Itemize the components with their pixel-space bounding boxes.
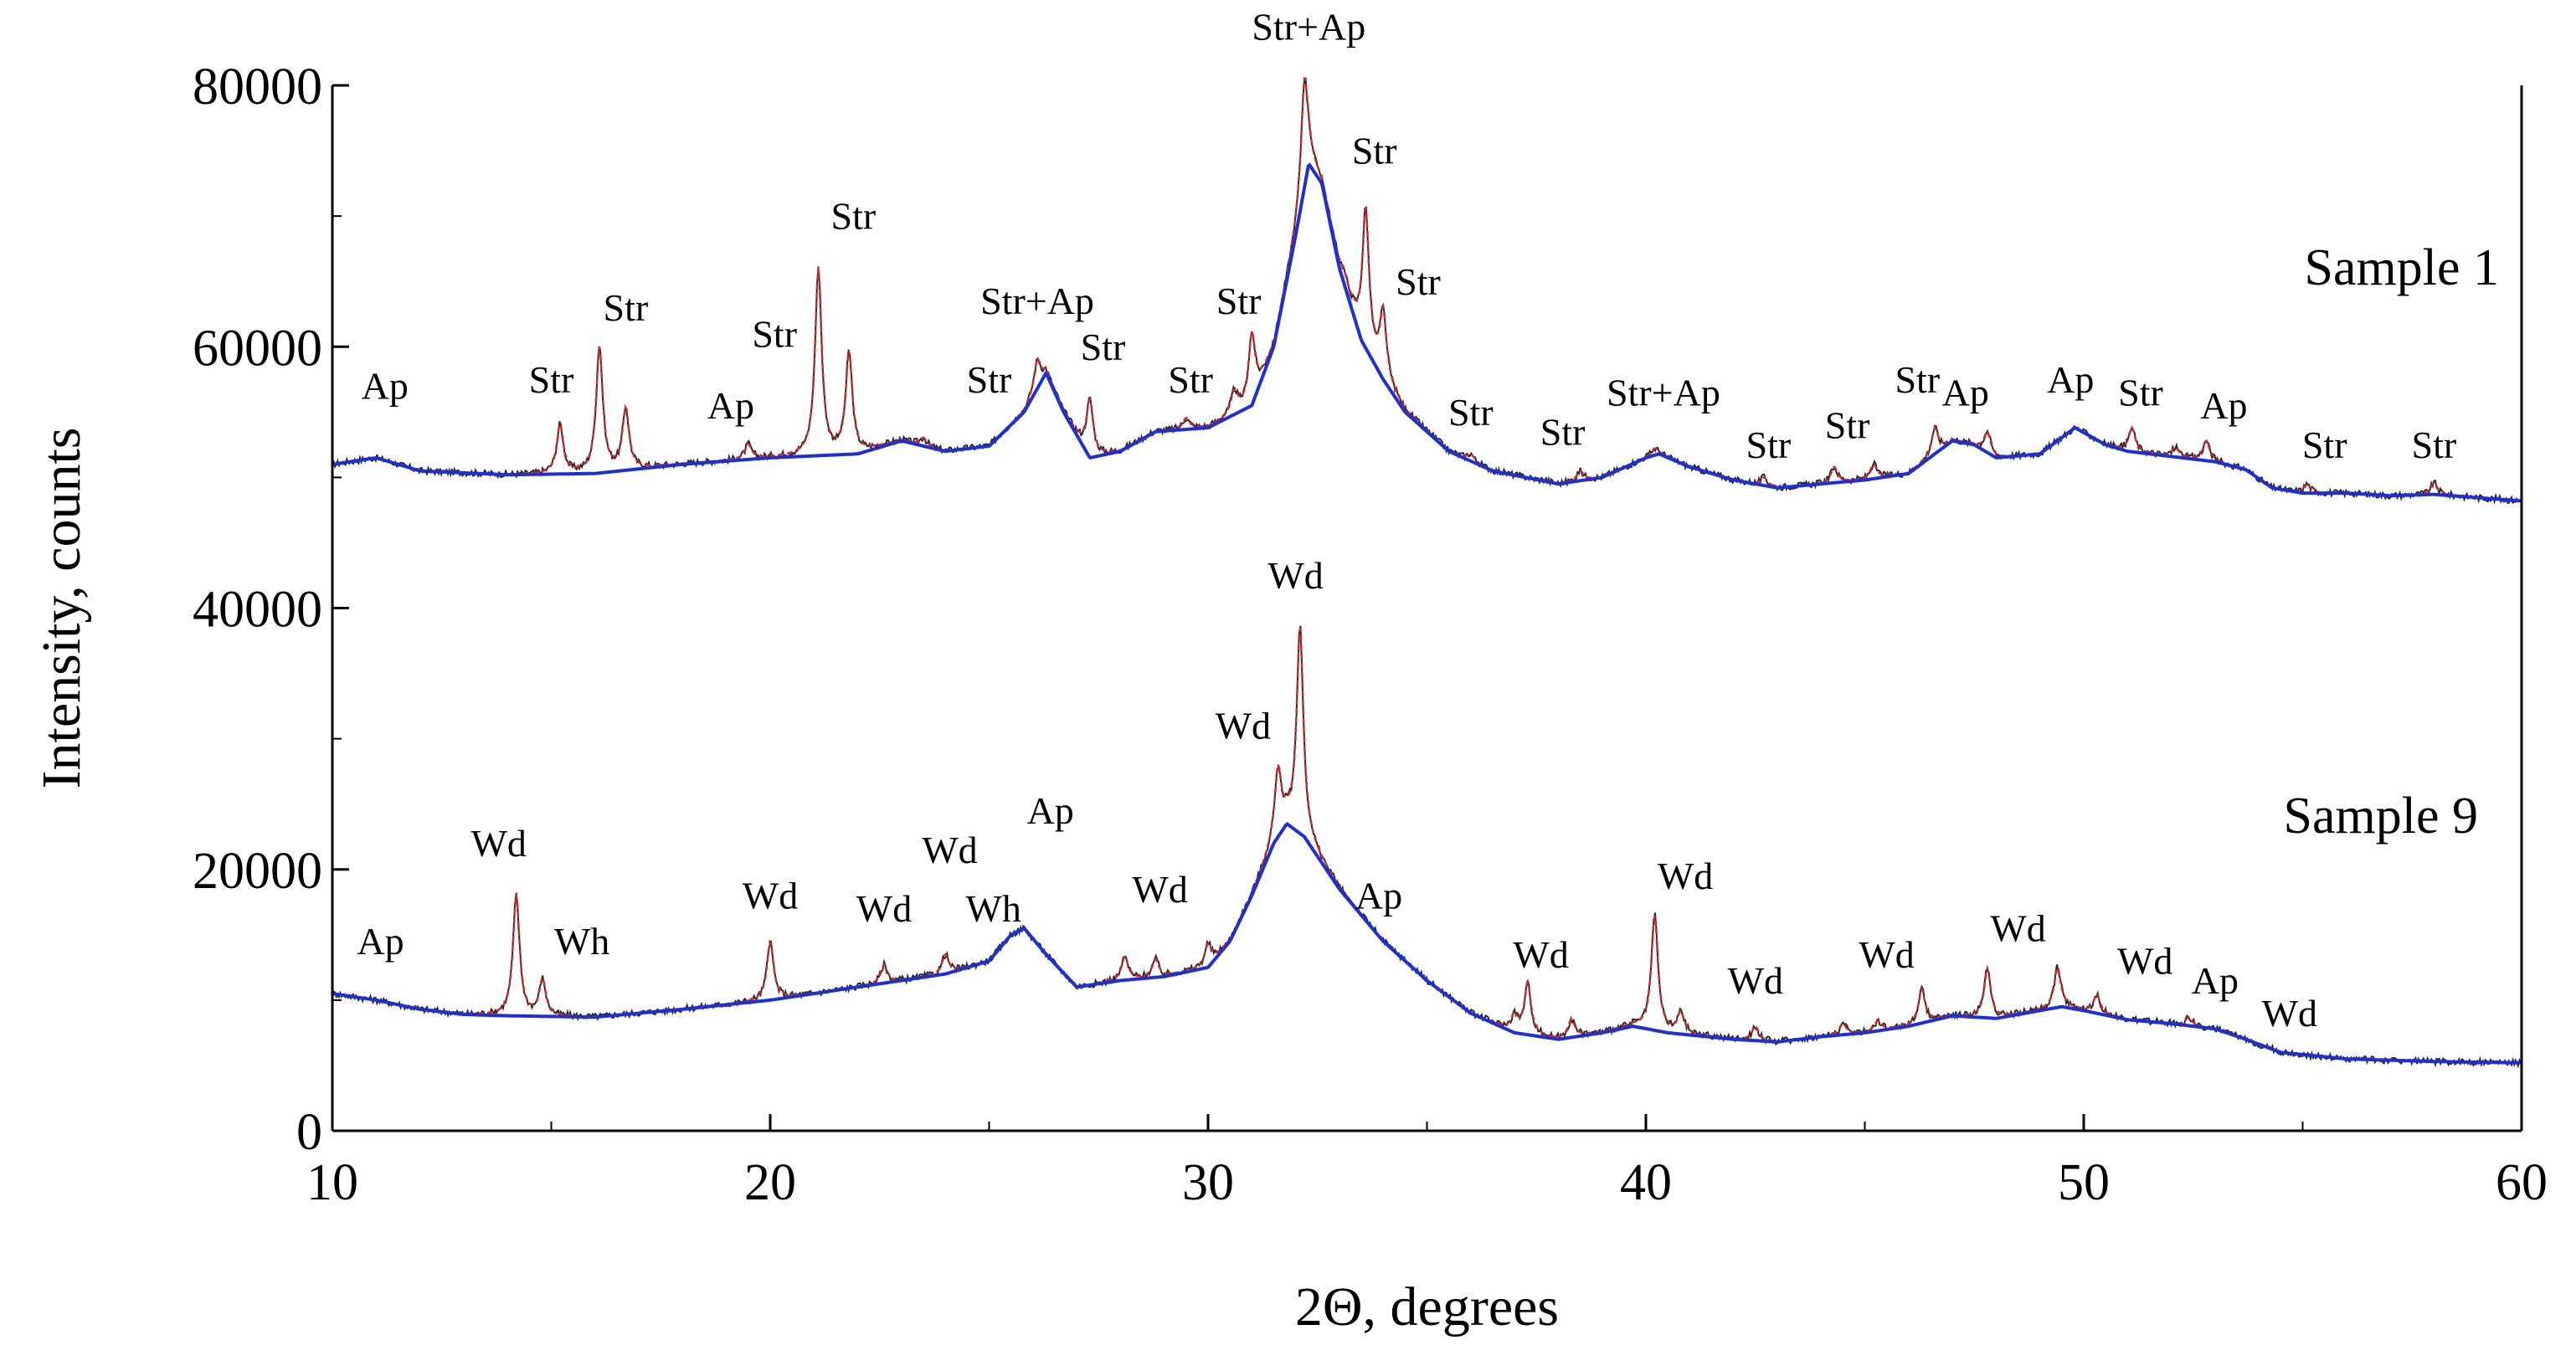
peak-labels: Ap StrStrApStrStrStr+ApStrStrStrStrStr+Ap… xyxy=(357,5,2456,1035)
peak-label: Wh xyxy=(554,920,609,963)
peak-label: Ap xyxy=(1942,372,1989,414)
peak-label: Str xyxy=(1825,404,1870,447)
sample-9-label: Sample 9 xyxy=(2284,788,2478,845)
y-tick-label: 80000 xyxy=(193,59,322,116)
peak-label: Str xyxy=(752,312,797,355)
x-axis-title: 2Θ, degrees xyxy=(1295,1276,1559,1338)
y-tick-label: 0 xyxy=(296,1104,322,1161)
background-curve-line xyxy=(332,821,2521,1065)
y-axis-title: Intensity, counts xyxy=(31,428,92,789)
peak-label: Str xyxy=(2118,372,2163,414)
peak-label: Str xyxy=(1081,326,1126,368)
peak-label: Wd xyxy=(743,875,798,917)
peak-label: Wd xyxy=(1658,855,1713,897)
peak-label: Ap xyxy=(2200,384,2247,427)
peak-label: Wd xyxy=(1990,907,2045,950)
peak-label: Ap xyxy=(357,920,404,963)
plot-area xyxy=(332,76,2522,1069)
x-tick-label: 30 xyxy=(1182,1154,1234,1211)
peak-label: Str xyxy=(604,286,649,329)
x-tick-label: 20 xyxy=(744,1154,796,1211)
x-tick-label: 40 xyxy=(1620,1154,1672,1211)
x-tick-label: 10 xyxy=(306,1154,358,1211)
peak-label: Str xyxy=(831,195,877,238)
x-tick-label: 60 xyxy=(2496,1154,2548,1211)
peak-label: Str xyxy=(529,358,574,401)
peak-label: Str xyxy=(1895,358,1940,401)
axes: 10 20 30 40 50 60 0 20000 40000 60000 80000 xyxy=(193,59,2548,1211)
peak-label: Wd xyxy=(470,822,526,865)
peak-label: Ap xyxy=(2047,358,2094,401)
peak-label: Wd xyxy=(1728,959,1783,1002)
peak-label: Wd xyxy=(2262,992,2317,1035)
peak-label: Wd xyxy=(922,829,977,871)
peak-label: Str+Ap xyxy=(1607,372,1720,414)
peak-label: Str xyxy=(1746,424,1792,466)
peak-label: Wd xyxy=(1216,705,1271,747)
peak-label: Wd xyxy=(856,887,912,930)
peak-label: Ap xyxy=(362,365,409,408)
peak-label: Str xyxy=(1540,410,1586,453)
y-tick-label: 20000 xyxy=(193,843,322,900)
peak-label: Str xyxy=(1168,358,1213,401)
y-tick-label: 60000 xyxy=(193,320,322,377)
peak-label: Wh xyxy=(965,887,1021,930)
x-tick-label: 50 xyxy=(2058,1154,2110,1211)
peak-label: Str+Ap xyxy=(1252,5,1365,48)
peak-label: Ap xyxy=(1027,789,1074,832)
peak-label: Str xyxy=(2302,424,2347,466)
peak-label: Ap xyxy=(2192,959,2239,1002)
peak-label: Wd xyxy=(2117,940,2172,983)
peak-label: Ap xyxy=(1355,875,1402,917)
peak-label: Wd xyxy=(1513,933,1568,976)
peak-label: Str xyxy=(1352,130,1397,172)
peak-label: Wd xyxy=(1267,554,1323,597)
peak-label: Wd xyxy=(1132,868,1187,911)
peak-label: Str+Ap xyxy=(980,280,1094,322)
peak-label: Str xyxy=(1216,280,1262,322)
y-tick-label: 40000 xyxy=(193,582,322,639)
peak-label: Str xyxy=(967,358,1012,401)
background-curve-line xyxy=(332,162,2522,503)
sample-1-label: Sample 1 xyxy=(2305,239,2499,296)
peak-label: Str xyxy=(1396,260,1441,303)
peak-label: Str xyxy=(1448,391,1494,434)
peak-label: Str xyxy=(2412,424,2457,466)
peak-label: Wd xyxy=(1859,933,1914,976)
peak-label: Ap xyxy=(707,384,754,427)
